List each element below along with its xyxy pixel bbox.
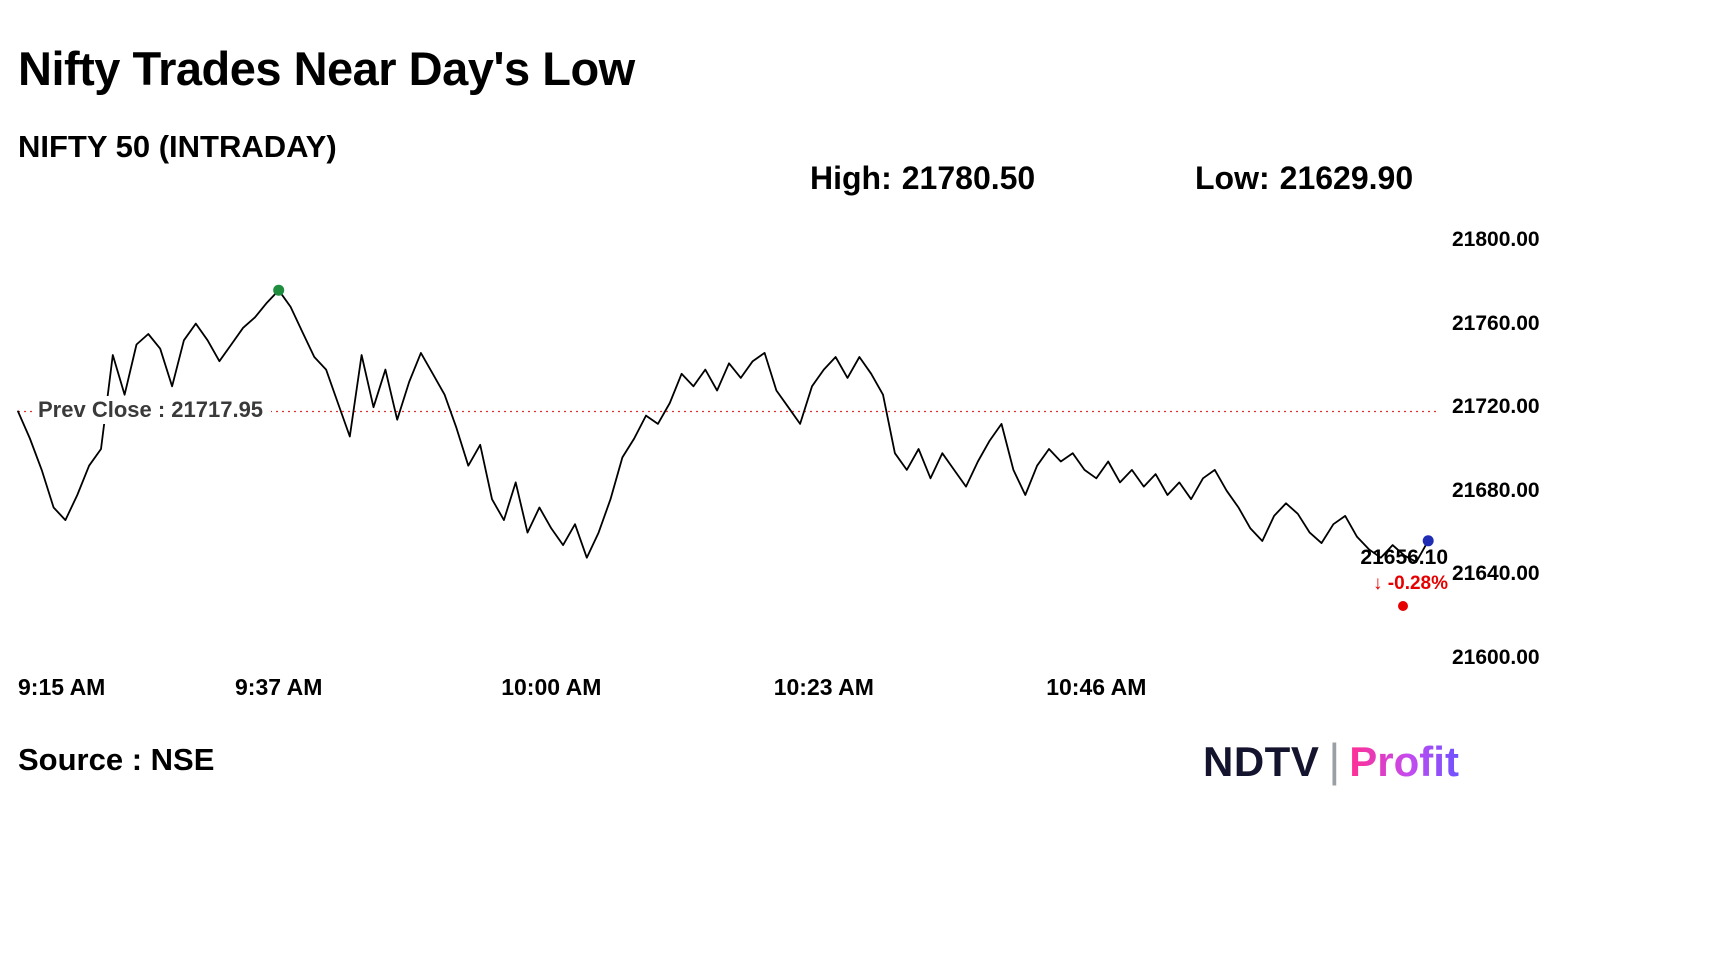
last-change: ↓ -0.28% (1346, 573, 1448, 595)
profit-logo-text: Profit (1349, 738, 1459, 785)
last-price-annotation: 21656.10 ↓ -0.28% (1346, 546, 1448, 611)
last-price: 21656.10 (1360, 546, 1448, 569)
chart-svg (17, 284, 1440, 563)
high-stat: High: 21780.50 (810, 160, 1035, 197)
x-axis-label: 10:23 AM (773, 674, 874, 700)
last-marker-dot (1422, 535, 1434, 547)
red-dot-marker (1398, 601, 1408, 611)
ndtv-profit-logo: NDTV | Profit (1203, 734, 1459, 786)
x-axis-label: 10:00 AM (501, 674, 602, 700)
last-change-value: -0.28% (1387, 573, 1448, 594)
high-label: High: (810, 160, 892, 196)
y-axis-label: 21800.00 (1452, 228, 1540, 251)
low-label: Low: (1195, 160, 1270, 196)
x-axis-label: 9:15 AM (18, 674, 106, 700)
x-axis-label: 10:46 AM (1046, 674, 1147, 700)
y-axis-label: 21720.00 (1452, 395, 1540, 419)
chart-subtitle: NIFTY 50 (INTRADAY) (18, 128, 337, 164)
logo-divider: | (1328, 734, 1341, 786)
source-label: Source : NSE (18, 742, 215, 777)
y-axis-label: 21680.00 (1452, 478, 1540, 502)
peak-marker-dot (273, 284, 285, 296)
price-line-chart: Prev Close : 21717.95 21800.00 21760.00 21… (0, 228, 1728, 728)
y-axis-label: 21760.00 (1452, 311, 1540, 335)
low-stat: Low: 21629.90 (1195, 160, 1413, 197)
page-title: Nifty Trades Near Day's Low (18, 42, 635, 96)
x-axis-label: 9:37 AM (235, 674, 323, 700)
y-axis-label: 21600.00 (1452, 646, 1540, 669)
ndtv-logo-text: NDTV (1203, 738, 1320, 785)
high-value: 21780.50 (901, 160, 1036, 196)
low-value: 21629.90 (1279, 160, 1414, 196)
price-line (17, 289, 1430, 563)
y-axis-label: 21640.00 (1452, 562, 1540, 586)
down-arrow-icon: ↓ (1373, 573, 1383, 594)
prev-close-label: Prev Close : 21717.95 (34, 396, 272, 425)
